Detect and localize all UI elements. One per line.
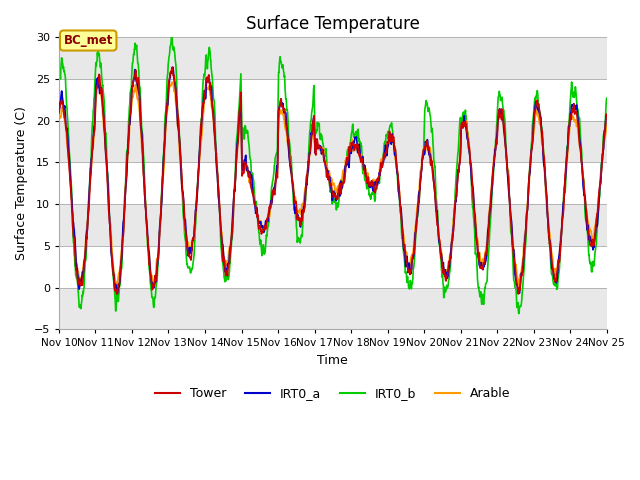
Arable <box>239 163 246 168</box>
IRT0_b <box>538 132 546 137</box>
Arable <box>55 116 63 122</box>
Tower <box>538 129 546 135</box>
Line: IRT0_b: IRT0_b <box>59 36 607 313</box>
Text: BC_met: BC_met <box>63 34 113 47</box>
Y-axis label: Surface Temperature (C): Surface Temperature (C) <box>15 107 28 260</box>
IRT0_a <box>55 107 63 112</box>
Tower <box>55 110 63 116</box>
X-axis label: Time: Time <box>317 354 348 367</box>
Tower <box>178 167 186 172</box>
Bar <box>59 288 607 329</box>
Legend: Tower, IRT0_a, IRT0_b, Arable: Tower, IRT0_a, IRT0_b, Arable <box>150 382 516 405</box>
IRT0_a <box>538 135 546 141</box>
Arable <box>168 79 176 85</box>
Tower <box>164 96 172 102</box>
IRT0_b <box>168 33 175 38</box>
IRT0_b <box>55 74 63 80</box>
Tower <box>113 291 121 297</box>
IRT0_b <box>177 169 185 175</box>
IRT0_a <box>239 164 246 170</box>
Arable <box>603 120 611 126</box>
Tower <box>603 111 611 117</box>
Tower <box>490 159 498 165</box>
Arable <box>164 103 172 109</box>
IRT0_b <box>418 161 426 167</box>
IRT0_a <box>178 176 186 182</box>
IRT0_b <box>239 135 246 141</box>
Line: Tower: Tower <box>59 67 607 294</box>
Bar <box>59 37 607 79</box>
Arable <box>150 285 157 291</box>
Arable <box>490 154 498 160</box>
Line: Arable: Arable <box>59 82 607 288</box>
Arable <box>178 179 186 184</box>
Tower <box>168 64 176 70</box>
IRT0_a <box>113 291 121 297</box>
Arable <box>419 152 426 158</box>
IRT0_b <box>490 167 497 173</box>
IRT0_b <box>164 72 172 78</box>
Line: IRT0_a: IRT0_a <box>59 67 607 294</box>
Tower <box>239 171 246 177</box>
Tower <box>419 157 426 163</box>
Bar <box>59 121 607 163</box>
IRT0_a <box>490 163 498 169</box>
IRT0_b <box>603 96 611 101</box>
IRT0_a <box>169 64 177 70</box>
IRT0_b <box>515 311 522 316</box>
IRT0_a <box>603 113 611 119</box>
IRT0_a <box>419 156 426 162</box>
Title: Surface Temperature: Surface Temperature <box>246 15 420 33</box>
IRT0_a <box>164 101 172 107</box>
Bar <box>59 204 607 246</box>
Arable <box>538 141 546 147</box>
